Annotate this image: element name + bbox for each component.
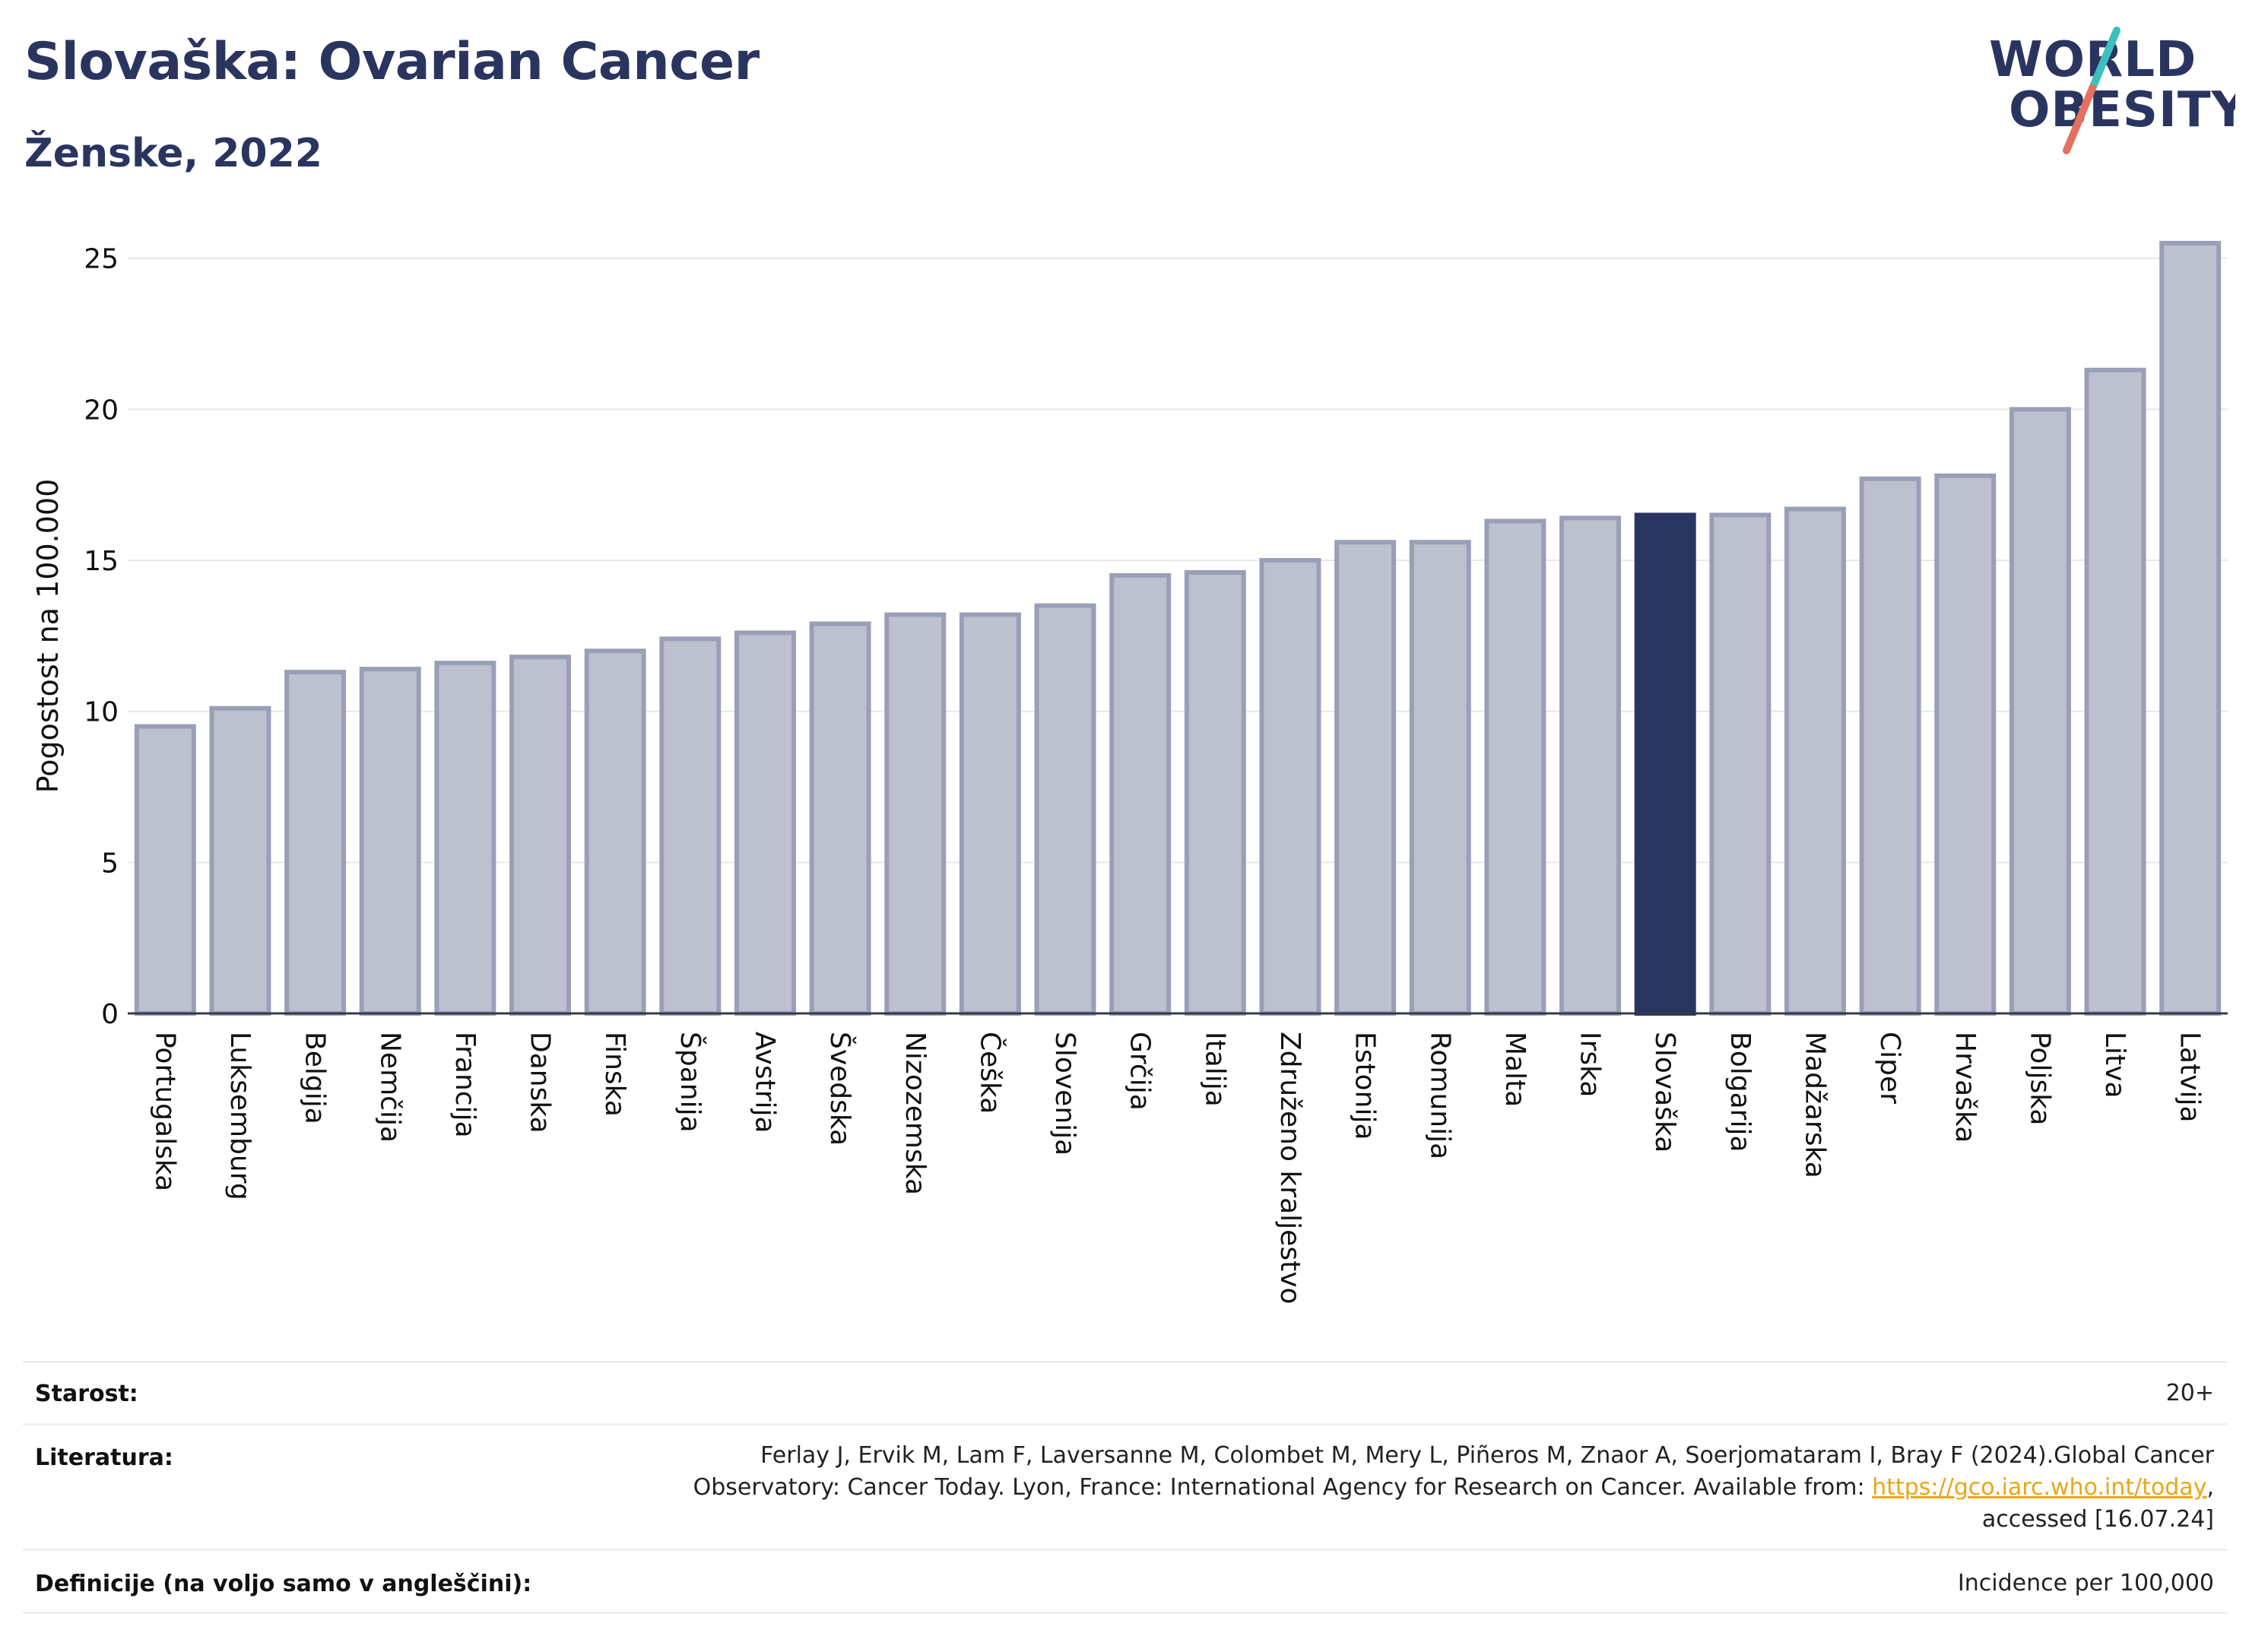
x-tick-label: Ciper bbox=[1874, 1032, 1905, 1104]
bar-Latvija bbox=[2159, 240, 2222, 1016]
divider bbox=[23, 1612, 2228, 1614]
x-tick-label: Nizozemska bbox=[899, 1032, 931, 1195]
x-tick-label: Poljska bbox=[2024, 1032, 2055, 1126]
bar-Danska bbox=[509, 655, 572, 1016]
y-tick-label: 0 bbox=[101, 999, 119, 1030]
x-tick-label: Romunija bbox=[1424, 1032, 1455, 1159]
bar-Bolgarija bbox=[1709, 512, 1772, 1016]
bar-Združeno kraljestvo bbox=[1259, 558, 1321, 1016]
bar-Avstrija bbox=[734, 630, 796, 1016]
bar-Irska bbox=[1559, 515, 1622, 1016]
bar-Madžarska bbox=[1784, 506, 1846, 1016]
bar-Nemčija bbox=[359, 667, 421, 1016]
bar-Švedska bbox=[809, 621, 871, 1016]
bar-Portugalska bbox=[134, 724, 196, 1016]
x-tick-label: Finska bbox=[599, 1032, 630, 1117]
x-tick-label: Češka bbox=[974, 1032, 1006, 1114]
x-tick-label: Francija bbox=[449, 1032, 481, 1138]
bar-Hrvaška bbox=[1934, 473, 1997, 1016]
x-tick-label: Avstrija bbox=[749, 1032, 780, 1134]
bar-Finska bbox=[584, 648, 646, 1016]
x-tick-label: Hrvaška bbox=[1949, 1032, 1981, 1143]
ref-line-3: accessed [16.07.24] bbox=[1981, 1506, 2214, 1533]
x-tick-label: Estonija bbox=[1350, 1032, 1381, 1140]
bar-Luksemburg bbox=[209, 706, 271, 1016]
age-label: Starost: bbox=[35, 1381, 138, 1407]
bar-Nizozemska bbox=[884, 612, 947, 1016]
age-value: 20+ bbox=[2165, 1380, 2214, 1406]
x-tick-label: Latvija bbox=[2174, 1032, 2206, 1123]
ref-line-1: Ferlay J, Ervik M, Lam F, Laversanne M, … bbox=[760, 1442, 2214, 1469]
x-tick-label: Madžarska bbox=[1799, 1032, 1830, 1178]
x-tick-label: Litva bbox=[2099, 1032, 2130, 1099]
divider bbox=[23, 1361, 2228, 1363]
y-tick-label: 25 bbox=[84, 244, 119, 275]
y-tick-label: 20 bbox=[84, 395, 119, 426]
bar-Ciper bbox=[1859, 476, 1921, 1016]
x-tick-label: Grčija bbox=[1124, 1032, 1156, 1111]
x-tick-label: Združeno kraljestvo bbox=[1274, 1032, 1305, 1305]
bar-Belgija bbox=[284, 670, 347, 1016]
y-tick-label: 10 bbox=[84, 697, 119, 728]
y-tick-label: 5 bbox=[101, 848, 119, 879]
x-tick-label: Irska bbox=[1575, 1032, 1606, 1097]
bar-Malta bbox=[1484, 518, 1546, 1016]
x-tick-label: Bolgarija bbox=[1724, 1032, 1756, 1153]
ref-line-2-end: , bbox=[2206, 1474, 2214, 1501]
bar-Francija bbox=[434, 661, 496, 1016]
bar-Slovenija bbox=[1034, 603, 1096, 1016]
x-tick-label: Malta bbox=[1499, 1032, 1531, 1107]
x-tick-label: Portugalska bbox=[149, 1032, 180, 1191]
divider bbox=[23, 1549, 2228, 1551]
x-tick-label: Slovaška bbox=[1649, 1032, 1680, 1153]
logo-text-obesity: OBESITY bbox=[2009, 82, 2235, 138]
logo-slash-teal bbox=[2089, 27, 2121, 92]
x-tick-label: Italija bbox=[1199, 1032, 1230, 1107]
definitions-label: Definicije (na voljo samo v angleščini): bbox=[35, 1571, 532, 1597]
bar-chart: 0 5 10 15 20 25 Portugalska Luksemburg Belgija N… bbox=[31, 240, 2228, 1305]
world-obesity-logo: WORLD OBESITY bbox=[1989, 27, 2235, 154]
bar-Španija bbox=[659, 636, 722, 1016]
bar-Italija bbox=[1184, 569, 1246, 1016]
bar-Češka bbox=[959, 612, 1021, 1016]
x-tick-label: Nemčija bbox=[374, 1032, 405, 1143]
logo-slash-coral bbox=[2063, 84, 2096, 154]
ref-line-2: Observatory: Cancer Today. Lyon, France:… bbox=[693, 1472, 2214, 1504]
bars bbox=[134, 240, 2222, 1016]
x-tick-label: Belgija bbox=[300, 1032, 331, 1124]
references-text: Ferlay J, Ervik M, Lam F, Laversanne M, … bbox=[693, 1440, 2214, 1536]
bar-Grčija bbox=[1109, 572, 1172, 1016]
bar-Slovaška bbox=[1634, 512, 1696, 1016]
reference-link[interactable]: https://gco.iarc.who.int/today bbox=[1872, 1474, 2207, 1501]
x-tick-label: Slovenija bbox=[1049, 1032, 1080, 1156]
divider bbox=[23, 1423, 2228, 1425]
y-tick-label: 15 bbox=[84, 546, 119, 577]
x-tick-label: Švedska bbox=[824, 1032, 856, 1146]
definitions-value: Incidence per 100,000 bbox=[1957, 1570, 2214, 1597]
ref-line-2-text: Observatory: Cancer Today. Lyon, France:… bbox=[693, 1474, 1873, 1501]
bar-Estonija bbox=[1334, 540, 1397, 1016]
bar-Litva bbox=[2084, 367, 2146, 1016]
y-axis-label: Pogostost na 100.000 bbox=[31, 479, 65, 794]
x-tick-labels: Portugalska Luksemburg Belgija Nemčija Franc… bbox=[149, 1032, 2205, 1305]
x-tick-label: Danska bbox=[525, 1032, 556, 1134]
x-tick-label: Luksemburg bbox=[224, 1032, 255, 1200]
references-label: Literatura: bbox=[35, 1444, 173, 1471]
x-tick-label: Španija bbox=[674, 1032, 706, 1133]
page-subtitle: Ženske, 2022 bbox=[24, 131, 322, 176]
bar-Romunija bbox=[1409, 540, 1471, 1016]
page-title: Slovaška: Ovarian Cancer bbox=[24, 32, 760, 92]
y-tick-labels: 0 5 10 15 20 25 bbox=[84, 244, 119, 1030]
bar-Poljska bbox=[2009, 407, 2071, 1016]
